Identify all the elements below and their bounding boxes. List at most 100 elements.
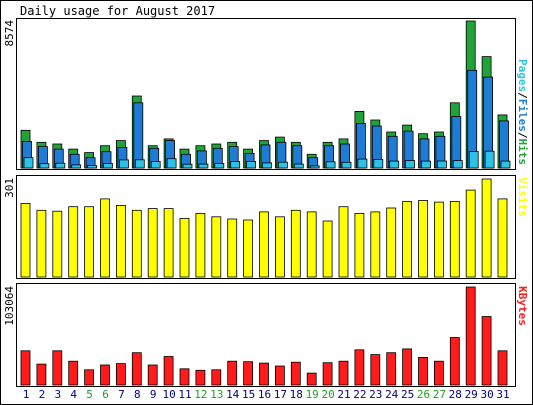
pages-bar — [214, 162, 225, 169]
visits-bar — [131, 209, 142, 278]
kbytes-bar — [211, 369, 222, 386]
legend-pages: Pages — [516, 59, 529, 92]
kbytes-bar — [306, 372, 317, 386]
kbytes-bar — [370, 354, 381, 386]
kbytes-bar — [259, 362, 269, 386]
day-label: 3 — [54, 388, 61, 401]
pages-bar — [39, 163, 50, 169]
kbytes-bar — [338, 360, 349, 386]
visits-bar — [354, 213, 365, 278]
kbytes-legend: KBytes — [516, 286, 529, 326]
kbytes-bar — [179, 368, 190, 386]
day-label: 5 — [86, 388, 93, 401]
day-label: 31 — [496, 388, 509, 401]
kbytes-bar — [68, 360, 79, 386]
kbytes-bar — [290, 361, 301, 386]
visits-bar — [227, 218, 238, 278]
pages-bar — [468, 151, 479, 169]
visits-bar — [465, 189, 476, 278]
day-label: 24 — [385, 388, 399, 401]
kbytes-bar — [36, 363, 47, 386]
visits-max-label: 301 — [3, 178, 16, 198]
pages-bar — [230, 161, 241, 169]
kbytes-bar — [497, 350, 508, 386]
day-label: 18 — [290, 388, 303, 401]
kbytes-bar — [116, 363, 126, 386]
visits-bar — [449, 201, 460, 278]
day-label: 30 — [480, 388, 493, 401]
kbytes-bar — [465, 286, 476, 386]
day-label: 10 — [162, 388, 175, 401]
visits-bar — [100, 198, 110, 278]
kbytes-bar — [243, 361, 254, 386]
visits-bar — [116, 204, 126, 278]
pages-bar — [262, 162, 272, 169]
day-label: 22 — [353, 388, 366, 401]
day-label: 20 — [321, 388, 334, 401]
visits-bar — [243, 219, 254, 278]
kbytes-bar — [227, 360, 238, 386]
day-label: 28 — [449, 388, 462, 401]
day-label: 8 — [134, 388, 141, 401]
day-label: 11 — [178, 388, 191, 401]
day-label: 29 — [465, 388, 478, 401]
pages-bar — [421, 160, 431, 169]
day-label: 23 — [369, 388, 382, 401]
pages-bar — [357, 158, 368, 169]
kbytes-bar — [131, 352, 142, 386]
visits-bar — [147, 208, 158, 278]
visits-bar — [195, 213, 206, 278]
pages-bar — [389, 160, 400, 169]
day-label: 9 — [150, 388, 157, 401]
visits-bar — [306, 211, 317, 278]
day-label: 2 — [39, 388, 46, 401]
day-label: 15 — [242, 388, 255, 401]
kbytes-bar — [449, 337, 460, 386]
visits-bar — [290, 209, 301, 278]
chart-title: Daily usage for August 2017 — [20, 4, 215, 18]
day-label: 26 — [417, 388, 430, 401]
pages-bar — [198, 163, 209, 169]
pages-bar — [103, 163, 113, 169]
pages-bar — [166, 158, 177, 169]
visits-bar — [433, 201, 444, 278]
kbytes-bar — [354, 349, 365, 386]
hits-legend: Pages/Files/Hits — [516, 59, 529, 165]
kbytes-bar — [274, 365, 285, 386]
kbytes-bar — [52, 350, 63, 386]
kbytes-bar — [481, 316, 492, 386]
pages-bar — [500, 160, 511, 169]
visits-bar — [179, 217, 190, 278]
day-label: 1 — [23, 388, 30, 401]
pages-bar — [71, 164, 82, 169]
pages-bar — [373, 158, 384, 169]
day-label: 7 — [118, 388, 125, 401]
day-label: 16 — [258, 388, 271, 401]
visits-bar — [52, 210, 63, 278]
visits-bar — [386, 207, 397, 278]
visits-bar — [36, 209, 47, 278]
day-label: 14 — [226, 388, 240, 401]
pages-bar — [293, 163, 304, 169]
kbytes-bar — [20, 350, 31, 386]
pages-bar — [484, 150, 495, 169]
pages-bar — [87, 165, 97, 169]
day-label: 19 — [306, 388, 319, 401]
visits-legend: Visits — [516, 177, 529, 217]
pages-bar — [325, 161, 336, 169]
visits-bar — [274, 216, 285, 278]
pages-bar — [134, 159, 145, 169]
kbytes-bar — [147, 364, 158, 386]
kbytes-max-label: 103064 — [3, 286, 16, 326]
pages-bar — [119, 159, 129, 169]
kbytes-bar — [386, 352, 397, 386]
pages-bar — [150, 161, 161, 169]
pages-bar — [277, 161, 288, 169]
chart-marks — [20, 20, 511, 386]
pages-bar — [246, 161, 257, 169]
day-label: 27 — [433, 388, 446, 401]
visits-bar — [68, 206, 79, 278]
visits-bar — [338, 206, 349, 278]
files-bar — [133, 102, 144, 169]
visits-bar — [163, 208, 174, 278]
